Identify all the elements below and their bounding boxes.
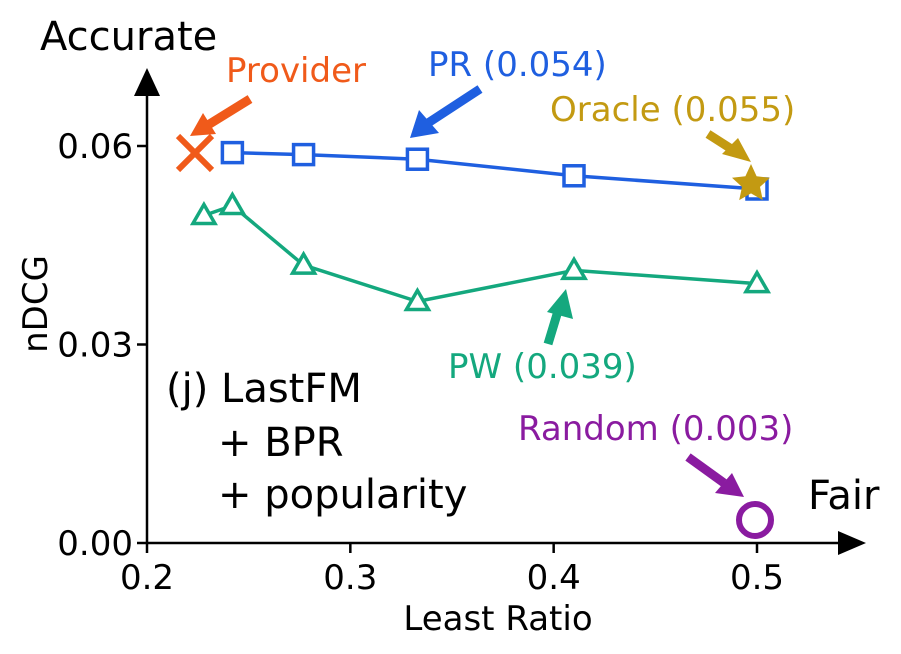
oracle-arrow — [705, 130, 751, 162]
pw-point — [403, 286, 432, 312]
y-tick-label: 0.03 — [57, 326, 133, 366]
x-axis-label: Least Ratio — [403, 599, 592, 639]
pr-point — [405, 147, 430, 171]
pr-point — [291, 142, 316, 167]
x-tick-label: 0.5 — [730, 558, 784, 598]
x-tick-label: 0.2 — [120, 558, 174, 598]
pw-point — [189, 200, 218, 226]
pr-label: PR (0.054) — [428, 45, 607, 85]
pw-series-line — [203, 203, 758, 304]
oracle-label: Oracle (0.055) — [550, 90, 795, 130]
random-label: Random (0.003) — [518, 409, 793, 449]
y-axis-label: nDCG — [16, 255, 56, 353]
pr-point — [562, 164, 586, 188]
y-axis-arrow — [134, 68, 160, 96]
y-tick-label: 0.06 — [57, 127, 133, 167]
panel-label-line-1: + BPR — [218, 420, 344, 466]
series-layer — [189, 140, 772, 312]
pw-point — [559, 255, 589, 281]
y-ticks: 0.00 0.03 0.06 — [57, 127, 147, 564]
pr-arrow — [410, 85, 483, 138]
x-axis-end-label: Fair — [808, 473, 880, 519]
y-tick-label: 0.00 — [57, 524, 133, 564]
pw-point — [742, 269, 772, 294]
random-arrow — [685, 453, 744, 497]
pw-arrow — [543, 289, 573, 346]
provider-arrow — [190, 95, 253, 136]
x-ticks: 0.2 0.3 0.4 0.5 — [120, 543, 784, 598]
x-tick-label: 0.3 — [323, 558, 377, 598]
panel-label: (j) LastFM — [166, 366, 362, 412]
x-tick-label: 0.4 — [527, 558, 581, 598]
pw-label: PW (0.039) — [448, 347, 637, 387]
random-circle-marker — [736, 501, 774, 539]
provider-marker — [175, 133, 215, 173]
pr-point — [220, 140, 245, 165]
x-axis-arrow — [838, 531, 866, 555]
oracle-star-marker — [732, 164, 770, 201]
pw-point — [289, 250, 318, 275]
y-axis-end-label: Accurate — [40, 14, 217, 60]
panel-label-line-2: + popularity — [218, 472, 467, 518]
pw-point — [218, 191, 247, 216]
provider-label: Provider — [226, 51, 366, 91]
